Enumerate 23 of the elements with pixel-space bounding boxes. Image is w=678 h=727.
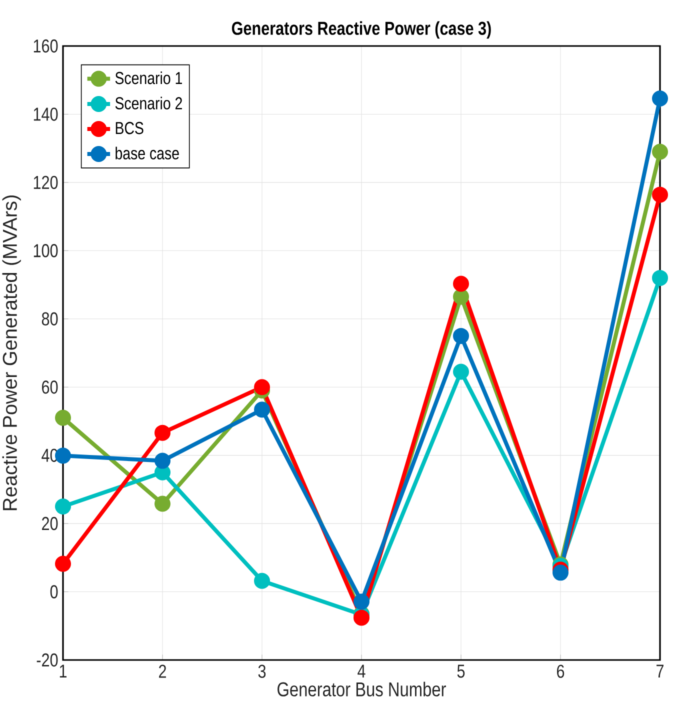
x-tick-label: 2	[159, 664, 166, 678]
x-tick-label: 6	[557, 664, 564, 678]
y-tick-label: 160	[34, 39, 58, 53]
x-tick-label: 5	[457, 664, 465, 678]
legend-label: Scenario 2	[115, 96, 182, 110]
y-tick-label: 0	[50, 585, 58, 598]
y-tick-label: 140	[34, 108, 58, 121]
x-tick-label: 1	[60, 664, 67, 678]
y-axis-title: Reactive Power Generated (MVArs)	[2, 196, 21, 510]
y-tick-label: 80	[42, 312, 58, 326]
y-tick-label: 120	[34, 176, 58, 190]
y-tick-label: -20	[36, 653, 58, 667]
legend-label: BCS	[116, 122, 144, 134]
legend-label: Scenario 1	[115, 71, 182, 84]
y-tick-label: 20	[42, 516, 58, 530]
x-tick-label: 7	[656, 664, 664, 678]
x-tick-label: 4	[358, 664, 366, 678]
x-tick-label: 3	[258, 664, 266, 678]
y-tick-label: 60	[42, 380, 58, 394]
legend-label: base case	[116, 146, 179, 160]
x-axis-title: Generator Bus Number	[278, 682, 446, 696]
y-tick-label: 100	[34, 244, 58, 258]
chart-title: Generators Reactive Power (case 3)	[232, 21, 491, 39]
